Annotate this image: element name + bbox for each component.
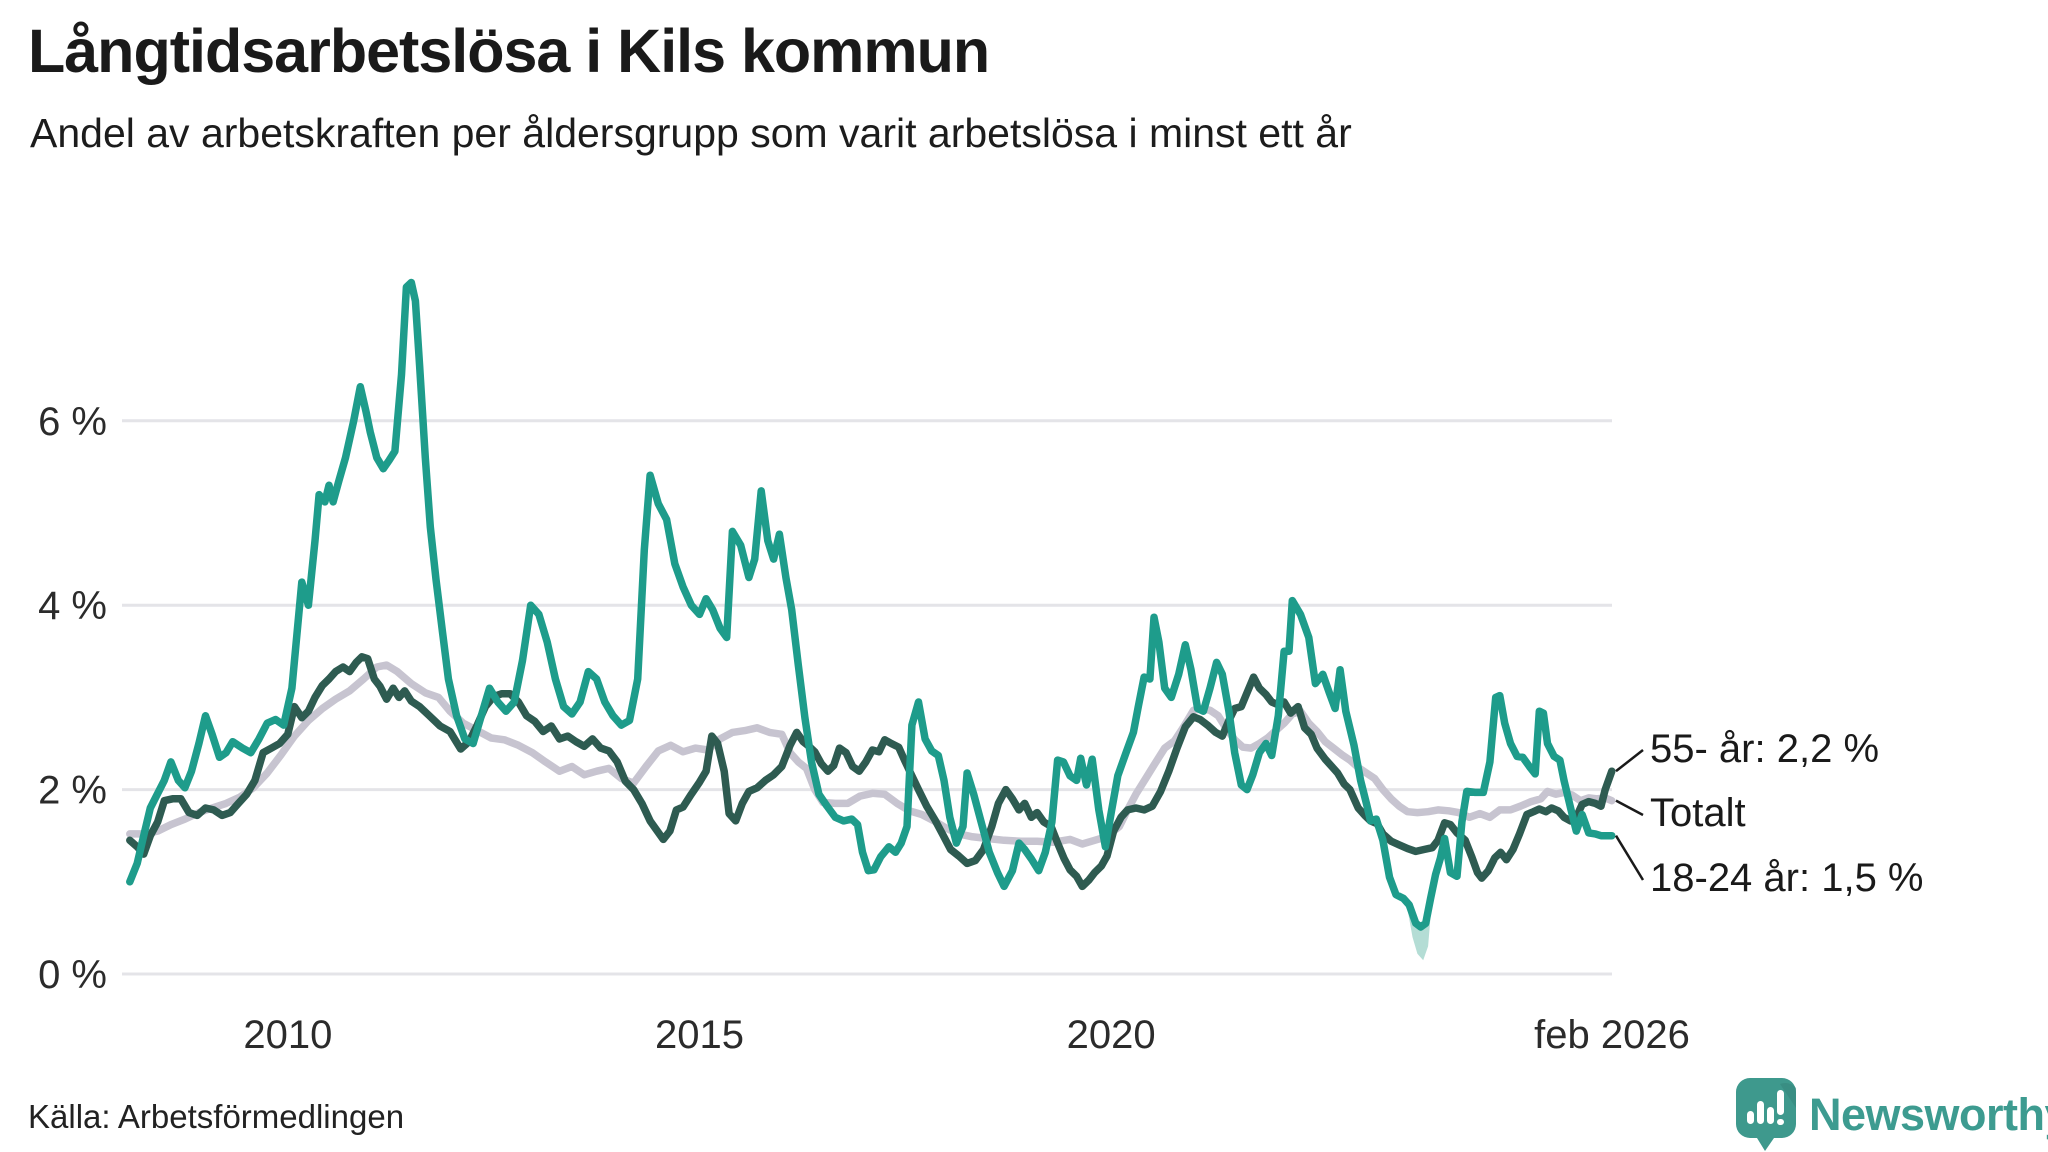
y-axis-tick-label: 2 % [38, 769, 107, 813]
source-attribution: Källa: Arbetsförmedlingen [28, 1098, 405, 1135]
x-axis-tick-label: feb 2026 [1534, 1013, 1690, 1057]
series-end-label-totalt: Totalt [1650, 791, 1746, 835]
y-axis-tick-label: 0 % [38, 953, 107, 997]
newsworthy-wordmark: Newsworthy [1809, 1089, 2048, 1140]
x-axis-tick-label: 2015 [655, 1013, 744, 1057]
leader-line-series-2 [1614, 835, 1645, 881]
series-end-label-55: 55- år: 2,2 % [1650, 727, 1880, 771]
newsworthy-branding: Newsworthy [1736, 1078, 2048, 1152]
x-axis-tick-label: 2020 [1067, 1013, 1156, 1057]
page-subtitle: Andel av arbetskraften per åldersgrupp s… [30, 110, 1352, 156]
line-series-0 [126, 661, 1616, 848]
y-axis-tick-label: 6 % [38, 400, 107, 444]
leader-line-series-0 [1615, 799, 1644, 817]
series-end-label-18-24: 18-24 år: 1,5 % [1650, 856, 1924, 900]
leader-line-series-1 [1615, 749, 1644, 773]
x-axis-tick-label: 2010 [243, 1013, 332, 1057]
page-title: Långtidsarbetslösa i Kils kommun [28, 17, 990, 85]
y-axis-tick-label: 4 % [38, 584, 107, 628]
line-series-2 [126, 278, 1616, 931]
newsworthy-speech-bubble-chart-icon [1736, 1078, 1796, 1151]
